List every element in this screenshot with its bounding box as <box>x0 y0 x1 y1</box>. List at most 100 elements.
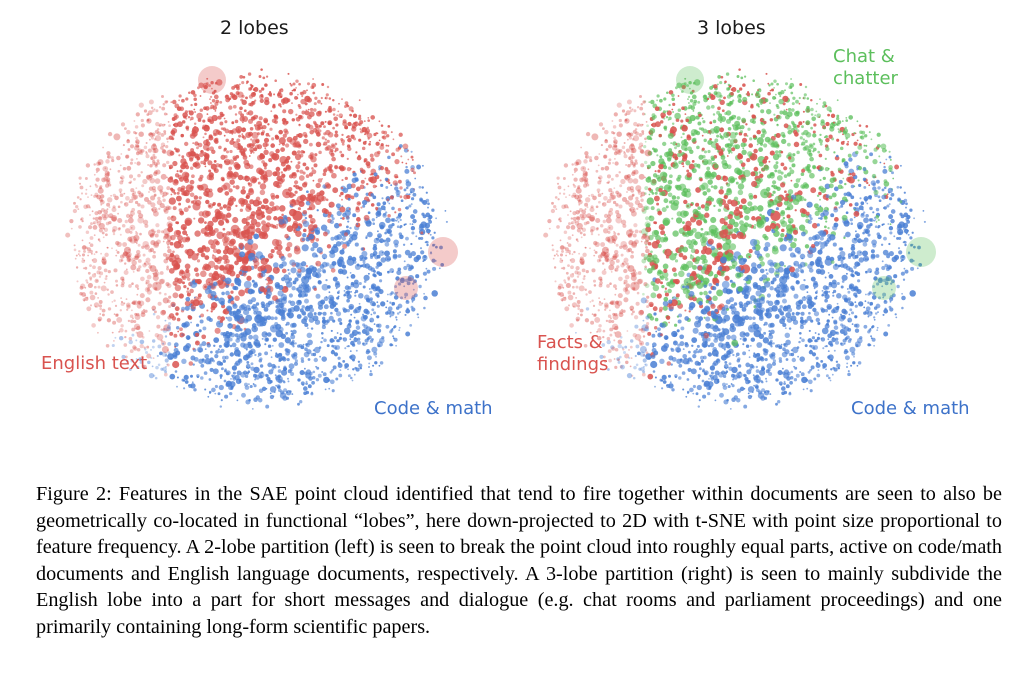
data-point <box>372 222 375 225</box>
data-point <box>332 126 335 130</box>
data-point <box>234 113 238 116</box>
data-point <box>100 252 102 255</box>
data-point <box>769 393 772 396</box>
data-point <box>257 355 260 358</box>
data-point <box>391 206 395 211</box>
data-point <box>157 185 164 192</box>
data-point <box>611 319 615 324</box>
data-point <box>381 226 384 229</box>
data-point <box>419 247 423 250</box>
data-point <box>345 126 348 130</box>
data-point <box>110 194 112 197</box>
data-point <box>297 161 301 165</box>
data-point <box>129 239 133 243</box>
data-point <box>232 171 239 178</box>
data-point <box>214 137 219 142</box>
data-point <box>153 193 157 197</box>
data-point <box>608 264 615 271</box>
data-point <box>378 120 381 123</box>
data-point <box>411 307 416 312</box>
data-point <box>232 371 236 375</box>
data-point <box>232 310 237 315</box>
data-point <box>320 299 326 305</box>
data-point <box>800 231 806 237</box>
data-point <box>311 169 317 175</box>
data-point <box>323 338 327 343</box>
data-point <box>415 235 418 238</box>
data-point <box>316 247 323 254</box>
data-point <box>87 254 89 257</box>
data-point <box>193 195 199 200</box>
data-point <box>69 219 74 224</box>
data-point <box>161 149 166 154</box>
data-point <box>224 343 229 348</box>
data-point <box>176 265 180 270</box>
data-point <box>91 259 94 261</box>
data-point <box>810 187 817 194</box>
data-point <box>359 120 364 125</box>
data-point <box>578 252 580 255</box>
data-point <box>356 155 362 161</box>
data-point <box>188 110 194 116</box>
data-point <box>341 216 345 220</box>
data-point <box>342 243 348 249</box>
data-point <box>154 269 158 273</box>
data-point <box>277 92 283 99</box>
data-point <box>412 209 418 214</box>
data-point <box>556 176 560 180</box>
data-point <box>127 319 131 323</box>
data-point <box>134 132 137 135</box>
data-point <box>762 159 768 164</box>
data-point <box>797 355 799 358</box>
data-point <box>358 123 361 126</box>
data-point <box>307 358 311 361</box>
data-point <box>208 378 212 381</box>
data-point <box>178 202 182 206</box>
data-point <box>137 210 142 215</box>
data-point <box>99 210 103 213</box>
lobe-label-code-math: Code & math <box>374 398 493 419</box>
data-point <box>323 257 326 260</box>
data-point <box>327 107 333 113</box>
data-point <box>839 199 846 206</box>
data-point <box>188 361 194 366</box>
data-point <box>643 206 648 211</box>
data-point <box>620 263 625 268</box>
data-point <box>157 196 161 201</box>
data-point <box>138 265 142 269</box>
data-point <box>284 130 289 135</box>
data-point <box>98 240 101 243</box>
data-point <box>204 221 207 224</box>
data-point <box>89 278 92 281</box>
data-point <box>350 134 355 139</box>
data-point <box>365 236 368 240</box>
data-point <box>637 271 642 275</box>
data-point <box>807 379 813 385</box>
data-point <box>589 301 592 303</box>
data-point <box>889 300 892 303</box>
data-point <box>219 376 222 379</box>
data-point <box>810 276 816 282</box>
data-point <box>183 387 186 390</box>
data-point <box>96 220 99 223</box>
data-point <box>386 134 390 138</box>
data-point <box>636 351 641 356</box>
data-point <box>903 191 906 194</box>
data-point <box>166 267 170 271</box>
data-point <box>244 175 248 179</box>
data-point <box>354 264 361 270</box>
data-point <box>101 177 107 183</box>
data-point <box>233 141 236 144</box>
data-point <box>81 259 86 264</box>
data-point <box>84 296 89 301</box>
data-point <box>210 275 216 281</box>
data-point <box>307 312 314 319</box>
data-point <box>140 312 146 318</box>
data-point <box>232 216 239 224</box>
data-point <box>126 138 130 142</box>
data-point <box>376 271 381 275</box>
data-point <box>684 309 687 312</box>
data-point <box>157 131 161 136</box>
data-point <box>154 233 159 238</box>
data-point <box>167 353 174 360</box>
